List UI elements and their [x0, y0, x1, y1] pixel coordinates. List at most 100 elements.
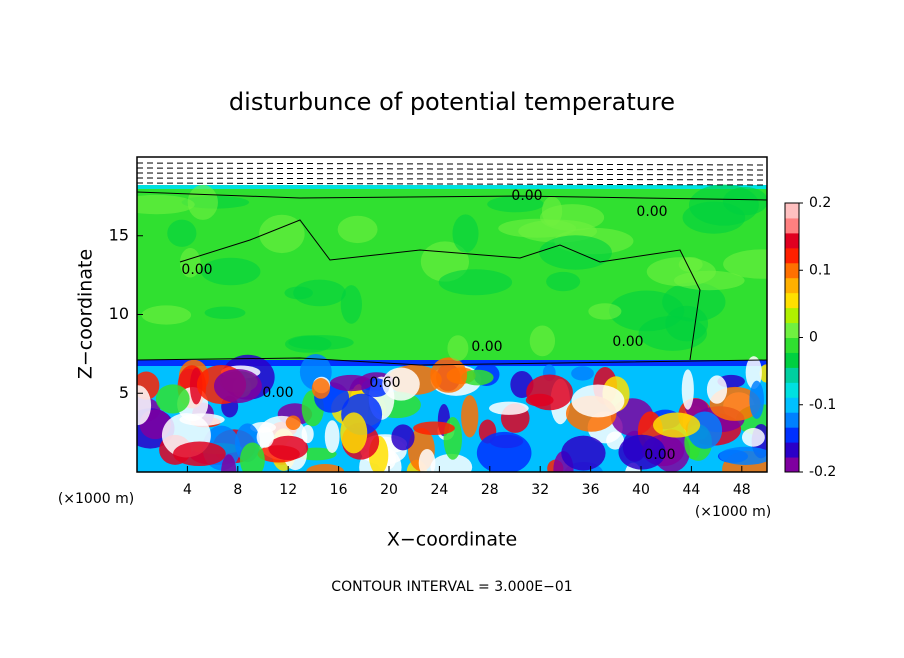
colorbar-swatch	[785, 292, 799, 309]
field-blob	[340, 412, 368, 454]
colorbar-tick-label: 0.2	[809, 195, 831, 211]
field-blob	[137, 194, 195, 215]
field-blob	[284, 286, 313, 300]
colorbar-tick-label: -0.2	[809, 464, 836, 480]
contour-line	[137, 177, 767, 181]
x-unit: (×1000 m)	[58, 491, 134, 507]
colorbar-swatch	[785, 397, 799, 413]
x-tick-label: 20	[380, 482, 398, 498]
field-blob	[204, 306, 246, 320]
field-blob	[745, 356, 762, 390]
x-tick-label: 8	[233, 482, 242, 498]
contour-line	[137, 162, 767, 166]
field-blob	[546, 271, 581, 292]
field-blob	[438, 269, 513, 296]
y-tick-label: 10	[109, 304, 129, 323]
field-blob	[259, 214, 305, 254]
field-blob	[706, 375, 728, 404]
field-blob	[285, 335, 332, 353]
field-blob	[239, 442, 265, 472]
colorbar-swatch	[785, 427, 799, 443]
field-blob	[722, 187, 767, 216]
field-blob	[340, 285, 362, 324]
field-blob	[220, 454, 237, 472]
field-blob	[256, 426, 274, 448]
field-band	[137, 185, 767, 189]
colorbar-swatch	[785, 337, 799, 353]
field-blob	[141, 305, 192, 325]
field-blob	[179, 248, 201, 278]
field-blob	[311, 378, 330, 399]
field-blob	[382, 367, 420, 401]
contour-line	[137, 182, 767, 186]
colorbar-swatch	[785, 232, 799, 249]
field-blob	[618, 434, 666, 470]
x-tick-label: 48	[733, 482, 751, 498]
colorbar-tick-label: 0.1	[809, 262, 831, 278]
field-blob	[201, 257, 261, 286]
x-tick-label: 4	[183, 482, 192, 498]
field-blob	[571, 366, 594, 381]
field-blob	[723, 249, 767, 279]
field-blob	[430, 453, 473, 472]
field-blob	[681, 369, 694, 410]
contour-line	[137, 172, 767, 176]
colorbar-tick-label: 0	[809, 330, 818, 346]
contour-field: 0.00 0.00 0.00 0.00 0.60 0.00 0.00 0.00	[137, 157, 767, 472]
field-blob	[268, 435, 309, 460]
y-tick-label: 15	[109, 225, 129, 244]
field-blob	[324, 420, 340, 453]
field-blob	[413, 421, 455, 435]
colorbar-swatch	[785, 367, 799, 383]
y-axis-label: Z−coordinate	[75, 249, 97, 379]
field-blob	[173, 441, 226, 467]
colorbar-swatch	[785, 352, 799, 368]
contour-label: 0.00	[644, 447, 675, 463]
colorbar-swatch	[785, 412, 799, 428]
field-blob	[653, 412, 701, 438]
field-blob	[167, 219, 197, 247]
x-tick-label: 12	[279, 482, 297, 498]
field-blob	[187, 184, 218, 220]
colorbar-swatch	[785, 382, 799, 398]
colorbar-swatch	[785, 457, 799, 473]
contour-line	[137, 167, 767, 171]
field-blob	[430, 357, 468, 393]
x-tick-label: 44	[682, 482, 700, 498]
colorbar-swatch	[785, 442, 799, 458]
field-blob	[588, 303, 622, 320]
field-blob	[447, 335, 469, 362]
x-tick-label: 32	[531, 482, 549, 498]
x-tick-label: 36	[582, 482, 600, 498]
field-blob	[306, 464, 345, 472]
footer: CONTOUR INTERVAL = 3.000E−01	[331, 579, 572, 595]
field-blob	[541, 196, 563, 226]
contour-label: 0.60	[369, 375, 400, 391]
contour-label: 0.00	[471, 339, 502, 355]
field-blob	[155, 384, 190, 414]
field-blob	[137, 385, 152, 426]
x-unit: (×1000 m)	[695, 504, 771, 520]
colorbar-swatch	[785, 307, 799, 324]
field-blob	[719, 446, 767, 465]
field-blob	[391, 424, 415, 451]
contour-label: 0.00	[181, 262, 212, 278]
field-blob	[337, 215, 378, 244]
field-blob	[452, 214, 479, 253]
colorbar-swatch	[785, 247, 799, 264]
x-tick-label: 24	[430, 482, 448, 498]
colorbar-swatch	[785, 262, 799, 279]
field-blob	[571, 384, 625, 418]
field-blob	[529, 325, 556, 357]
field-blob	[609, 290, 685, 332]
y-tick-label: 5	[119, 383, 129, 402]
field-blob	[561, 435, 606, 471]
x-tick-label: 40	[632, 482, 650, 498]
field-blob	[418, 448, 436, 472]
chart-title: disturbunce of potential temperature	[229, 88, 675, 116]
field-blob	[293, 279, 346, 307]
field-blob	[487, 196, 544, 213]
x-tick-label: 16	[330, 482, 348, 498]
field-blob	[461, 369, 494, 386]
